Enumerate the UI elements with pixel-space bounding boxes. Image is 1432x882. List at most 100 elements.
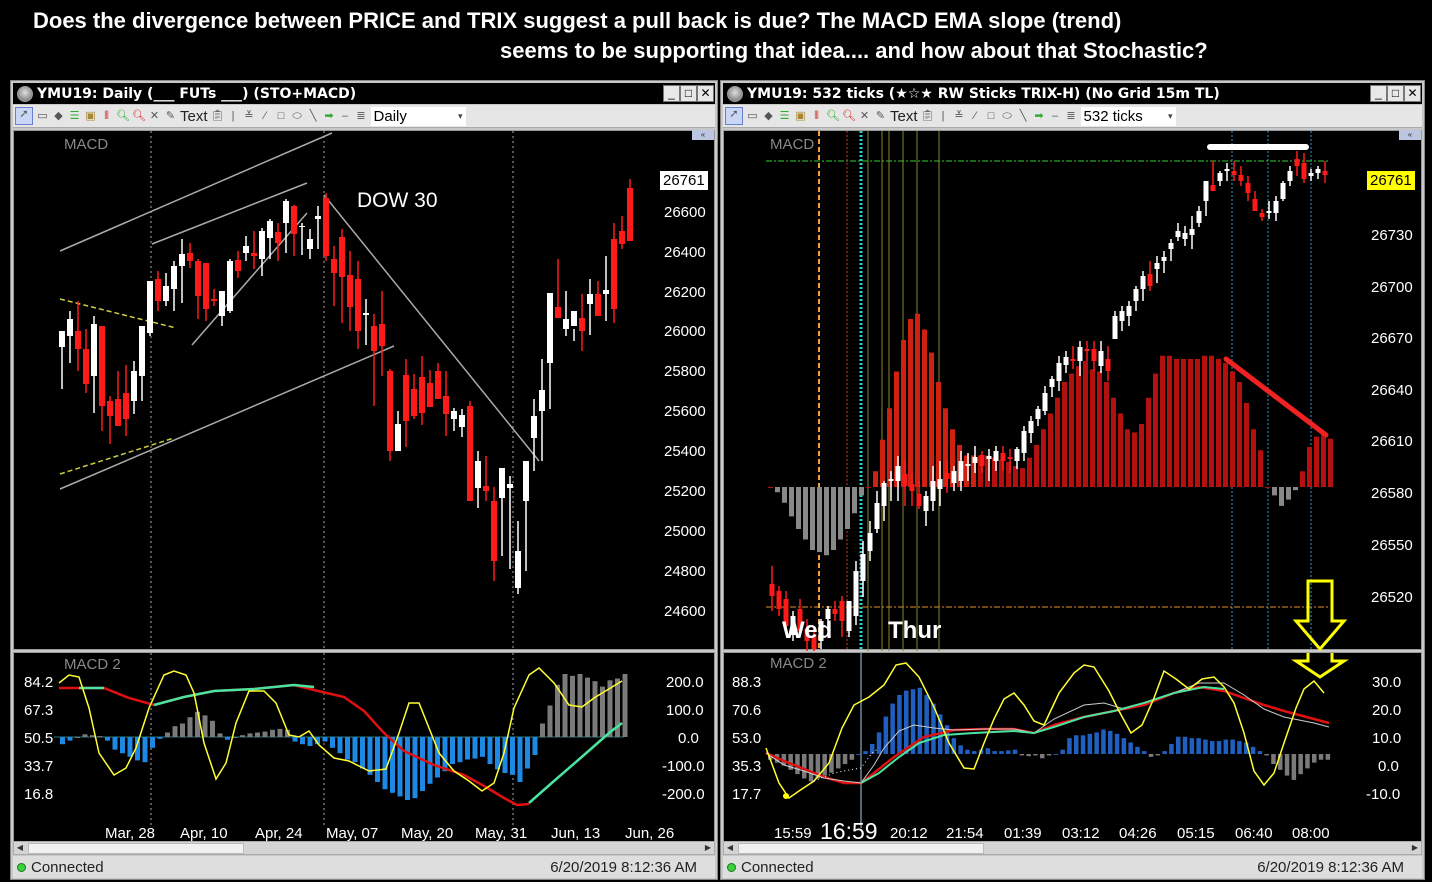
close-button[interactable]: ✕ — [697, 85, 714, 102]
delete-icon[interactable]: ✕ — [149, 109, 160, 122]
bar-type-icon[interactable]: ⫴ — [814, 109, 819, 122]
y-axis-tick: 26670 — [1371, 330, 1413, 347]
fibonacci-icon[interactable]: ≣ — [356, 109, 366, 122]
text-tool-button[interactable]: Text — [180, 107, 208, 125]
collapse-panel-icon[interactable]: « — [1399, 130, 1421, 140]
maximize-button[interactable]: □ — [680, 85, 697, 102]
rectangle-icon[interactable]: □ — [987, 109, 995, 122]
horizontal-scrollbar[interactable]: ◀ ▶ — [13, 841, 715, 855]
zoom-in-icon[interactable]: 🔍︎ — [116, 109, 130, 122]
scroll-right-arrow-icon[interactable]: ▶ — [1411, 843, 1419, 852]
cursor-icon[interactable]: ➚ — [15, 107, 33, 125]
scroll-left-arrow-icon[interactable]: ◀ — [726, 843, 734, 852]
scroll-right-arrow-icon[interactable]: ▶ — [704, 843, 712, 852]
trendline-icon[interactable]: ╲ — [1019, 109, 1027, 122]
scroll-left-arrow-icon[interactable]: ◀ — [16, 843, 24, 852]
horizontal-line-icon[interactable]: – — [1051, 109, 1059, 122]
right-axis-tick: 0.0 — [678, 730, 699, 747]
ellipse-icon[interactable]: ⬭ — [292, 109, 302, 122]
right-axis-tick: -100.0 — [662, 758, 705, 775]
eraser-icon[interactable]: ◆ — [54, 109, 63, 122]
clipboard-icon[interactable]: 📋︎ — [210, 109, 225, 122]
cursor-icon[interactable]: ➚ — [725, 107, 743, 125]
y-axis-tick: 26700 — [1371, 279, 1413, 296]
left-axis-tick: 16.8 — [24, 786, 54, 803]
headline-annotation: Does the divergence between PRICE and TR… — [0, 0, 1432, 78]
scrollbar-thumb[interactable] — [738, 843, 984, 854]
horizontal-scrollbar[interactable]: ◀ ▶ — [723, 841, 1422, 855]
fibonacci-icon[interactable]: ≣ — [1066, 109, 1076, 122]
status-timestamp: 6/20/2019 8:12:36 AM — [550, 858, 697, 876]
fan-icon[interactable]: ≚ — [954, 109, 964, 122]
connection-status: Connected — [31, 858, 104, 876]
text-tool-button[interactable]: Text — [890, 107, 918, 125]
maximize-button[interactable]: □ — [1387, 85, 1404, 102]
pen-icon[interactable]: ⁄ — [264, 109, 266, 122]
interval-select[interactable]: Daily — [370, 106, 466, 126]
arrow-icon[interactable]: ➡ — [1034, 109, 1044, 122]
fan-icon[interactable]: ≚ — [244, 109, 254, 122]
arrow-icon[interactable]: ➡ — [324, 109, 334, 122]
left-axis-tick: 88.3 — [732, 674, 762, 691]
text-note-icon[interactable]: ✎ — [875, 109, 886, 122]
drawing-toolbar: ➚ ▭ ◆ ☰ ▣ ⫴ 🔍︎ 🔍︎ ✕ ✎ Text 📋︎ | ≚ ⁄ □ ⬭ … — [723, 105, 1422, 128]
scrollbar-thumb[interactable] — [28, 843, 244, 854]
eraser-icon[interactable]: ◆ — [764, 109, 773, 122]
rectangle-select-icon[interactable]: ▭ — [747, 109, 758, 122]
left-axis-tick: 35.3 — [732, 758, 762, 775]
y-axis-tick: 24800 — [664, 563, 706, 580]
vertical-line-icon[interactable]: | — [231, 109, 235, 122]
window-titlebar[interactable]: YMU19: 532 ticks (★☆★ RW Sticks TRIX-H) … — [723, 83, 1422, 104]
text-note-icon[interactable]: ✎ — [165, 109, 176, 122]
vertical-line-icon[interactable]: | — [941, 109, 945, 122]
left-axis-tick: 33.7 — [24, 758, 54, 775]
day-label-thur: Thur — [888, 617, 942, 644]
x-axis-tick: Apr, 24 — [255, 825, 303, 842]
horizontal-line-icon[interactable]: – — [341, 109, 349, 122]
zoom-in-icon[interactable]: 🔍︎ — [826, 109, 840, 122]
x-axis-tick: 04:26 — [1119, 825, 1157, 842]
headline-line-1: Does the divergence between PRICE and TR… — [33, 8, 1122, 33]
y-axis-tick: 25400 — [664, 443, 706, 460]
oscillator-pane[interactable]: MACD 2 88.3 70.6 53.0 35.3 17.7 30.0 20.… — [723, 652, 1422, 844]
y-axis-tick: 24600 — [664, 603, 706, 620]
y-axis-tick: 25200 — [664, 483, 706, 500]
y-axis-tick: 26550 — [1371, 537, 1413, 554]
left-axis-tick: 70.6 — [732, 702, 762, 719]
y-axis-tick: 26400 — [664, 244, 706, 261]
pen-icon[interactable]: ⁄ — [974, 109, 976, 122]
y-axis-tick: 26730 — [1371, 227, 1413, 244]
right-axis-tick: 200.0 — [666, 674, 704, 691]
close-button[interactable]: ✕ — [1404, 85, 1421, 102]
x-axis-tick: Jun, 13 — [551, 825, 601, 842]
collapse-panel-icon[interactable]: « — [692, 130, 714, 140]
window-titlebar[interactable]: YMU19: Daily (___ FUTs ___) (STO+MACD) _… — [13, 83, 715, 104]
trendline-icon[interactable]: ╲ — [309, 109, 317, 122]
zoom-out-icon[interactable]: 🔍︎ — [842, 109, 856, 122]
headline-line-2: seems to be supporting that idea.... and… — [500, 38, 1208, 63]
bar-data-icon[interactable]: ▣ — [795, 109, 806, 122]
dow30-annotation: DOW 30 — [357, 189, 438, 212]
oscillator-pane[interactable]: MACD 2 84.2 67.3 50.5 33.7 16.8 200.0 10… — [13, 652, 715, 842]
right-axis-tick: -200.0 — [662, 786, 705, 803]
grid-icon[interactable]: ☰ — [69, 109, 80, 122]
minimize-button[interactable]: _ — [1370, 85, 1387, 102]
rectangle-select-icon[interactable]: ▭ — [37, 109, 48, 122]
minimize-button[interactable]: _ — [663, 85, 680, 102]
x-axis-tick: 15:59 — [774, 825, 812, 842]
connection-status: Connected — [741, 858, 814, 876]
zoom-out-icon[interactable]: 🔍︎ — [132, 109, 146, 122]
interval-select[interactable]: 532 ticks — [1080, 106, 1176, 126]
price-chart-pane[interactable]: « MACD Wed Thur 2676 — [723, 130, 1422, 651]
bar-data-icon[interactable]: ▣ — [85, 109, 96, 122]
clipboard-icon[interactable]: 📋︎ — [920, 109, 935, 122]
ellipse-icon[interactable]: ⬭ — [1002, 109, 1012, 122]
tick-chart-window: YMU19: 532 ticks (★☆★ RW Sticks TRIX-H) … — [720, 80, 1425, 880]
rectangle-icon[interactable]: □ — [277, 109, 285, 122]
grid-icon[interactable]: ☰ — [779, 109, 790, 122]
x-axis-tick: 21:54 — [946, 825, 984, 842]
delete-icon[interactable]: ✕ — [859, 109, 870, 122]
window-title: YMU19: Daily (___ FUTs ___) (STO+MACD) — [37, 85, 357, 102]
bar-type-icon[interactable]: ⫴ — [104, 109, 109, 122]
price-chart-pane[interactable]: « MACD DOW 30 26761 26600 26400 26200 26… — [13, 130, 715, 651]
